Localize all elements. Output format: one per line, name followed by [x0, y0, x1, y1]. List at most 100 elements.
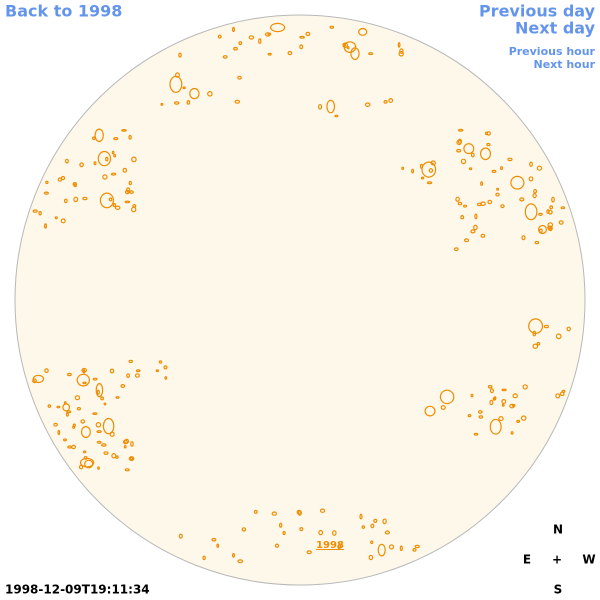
contour	[489, 418, 502, 435]
contour	[47, 404, 52, 408]
contour	[382, 518, 387, 525]
solar-disk	[14, 14, 586, 586]
contour	[76, 373, 91, 387]
contour	[124, 438, 129, 444]
contour	[533, 189, 538, 194]
compass-west: W	[582, 553, 595, 567]
contour	[217, 34, 222, 39]
contour	[512, 393, 518, 399]
contour	[122, 167, 128, 173]
contour	[489, 388, 494, 394]
contour	[186, 99, 191, 105]
back-link[interactable]: Back to 1998	[5, 2, 122, 21]
contour	[501, 399, 507, 405]
contour	[237, 559, 244, 564]
contour	[114, 455, 119, 459]
contour	[306, 550, 312, 555]
contour	[79, 457, 95, 468]
contour	[491, 169, 497, 173]
contour	[463, 204, 468, 208]
contour	[109, 431, 115, 437]
compass-north: N	[553, 523, 563, 537]
contour	[384, 530, 390, 535]
contour	[82, 369, 86, 374]
contour	[80, 419, 86, 424]
contour	[536, 165, 543, 171]
contour	[182, 86, 186, 90]
contour	[178, 52, 182, 58]
contour	[233, 46, 238, 51]
contour	[79, 162, 84, 168]
contour	[516, 419, 521, 423]
contour	[510, 431, 514, 435]
contour	[480, 181, 484, 186]
contour	[538, 212, 543, 216]
contour	[361, 525, 365, 529]
contour	[128, 180, 132, 186]
contour	[480, 201, 486, 207]
contour	[399, 545, 403, 552]
contour	[528, 318, 544, 334]
contour	[56, 405, 61, 409]
contour	[173, 101, 180, 105]
contour	[456, 148, 462, 153]
contour	[32, 209, 38, 213]
contour	[299, 44, 304, 50]
contour	[155, 369, 159, 373]
contour	[99, 192, 115, 209]
compass-south: S	[554, 583, 563, 597]
contour	[509, 403, 515, 409]
contour	[456, 139, 462, 146]
contour	[94, 128, 104, 143]
previous-day-link[interactable]: Previous day	[479, 2, 596, 21]
contour	[258, 38, 262, 44]
contour	[53, 422, 58, 427]
contour	[318, 529, 324, 536]
contour	[368, 554, 374, 561]
next-hour-link[interactable]: Next hour	[534, 58, 596, 71]
contour	[234, 99, 241, 104]
contour	[480, 147, 492, 161]
contour	[297, 510, 302, 516]
contour	[500, 204, 505, 209]
contour	[463, 238, 470, 243]
contour	[54, 216, 58, 220]
contour	[388, 544, 395, 550]
next-day-link[interactable]: Next day	[515, 19, 596, 38]
contour	[128, 456, 135, 462]
contour	[129, 190, 134, 195]
contour	[93, 161, 97, 166]
contour	[536, 341, 541, 346]
contour	[128, 359, 134, 364]
contour	[130, 206, 137, 213]
contour	[467, 414, 472, 418]
contour	[43, 191, 49, 195]
contour	[532, 193, 537, 199]
contour	[216, 543, 220, 548]
contour	[109, 368, 115, 374]
contour	[350, 47, 360, 60]
contour	[287, 50, 293, 56]
contour	[477, 410, 483, 414]
contour	[102, 174, 108, 180]
contour	[95, 383, 104, 398]
contour	[519, 197, 525, 202]
contour	[103, 451, 109, 456]
contour	[398, 50, 404, 57]
contour	[100, 396, 104, 401]
contour	[189, 87, 200, 100]
contour	[421, 161, 437, 178]
contour	[457, 201, 463, 206]
previous-hour-link[interactable]: Previous hour	[509, 45, 596, 58]
contour	[473, 432, 479, 436]
contour	[114, 205, 121, 210]
contour	[370, 540, 374, 545]
compass-east: E	[523, 553, 531, 567]
contour	[529, 161, 533, 167]
contour	[282, 530, 286, 536]
contour	[470, 152, 475, 158]
contour	[368, 52, 374, 56]
contour	[428, 168, 434, 173]
year-link[interactable]: 1998	[316, 540, 344, 551]
contour	[305, 31, 311, 37]
